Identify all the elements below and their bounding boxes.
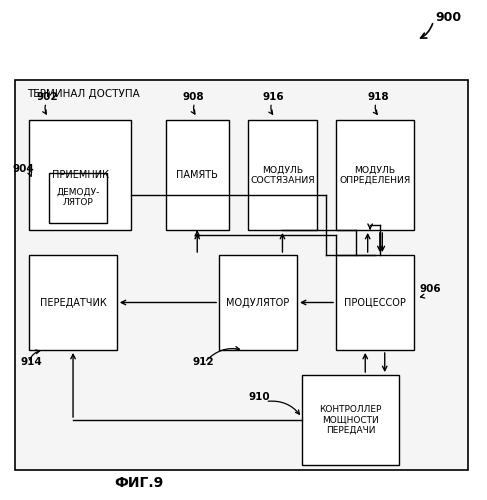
Text: 906: 906 xyxy=(420,284,441,294)
Bar xyxy=(15,80,468,470)
Text: 918: 918 xyxy=(368,92,389,102)
Text: КОНТРОЛЛЕР
МОЩНОСТИ
ПЕРЕДАЧИ: КОНТРОЛЛЕР МОЩНОСТИ ПЕРЕДАЧИ xyxy=(319,405,382,435)
Bar xyxy=(49,172,107,222)
Text: МОДУЛЬ
СОСТЯЗАНИЯ: МОДУЛЬ СОСТЯЗАНИЯ xyxy=(250,166,315,184)
Bar xyxy=(336,120,414,230)
Text: ТЕРМИНАЛ ДОСТУПА: ТЕРМИНАЛ ДОСТУПА xyxy=(27,89,140,99)
Text: ПРИЕМНИК: ПРИЕМНИК xyxy=(52,170,109,180)
Text: 912: 912 xyxy=(192,357,214,367)
Text: ФИГ.9: ФИГ.9 xyxy=(114,476,164,490)
Bar xyxy=(302,375,399,465)
Text: 916: 916 xyxy=(262,92,283,102)
Text: 904: 904 xyxy=(12,164,34,174)
Bar xyxy=(29,255,117,350)
Text: МОДУЛЯТОР: МОДУЛЯТОР xyxy=(226,298,290,308)
Bar xyxy=(219,255,297,350)
Text: ДЕМОДУ-
ЛЯТОР: ДЕМОДУ- ЛЯТОР xyxy=(56,188,100,207)
Bar xyxy=(166,120,229,230)
Text: ПРОЦЕССОР: ПРОЦЕССОР xyxy=(344,298,406,308)
Bar xyxy=(248,120,317,230)
Text: МОДУЛЬ
ОПРЕДЕЛЕНИЯ: МОДУЛЬ ОПРЕДЕЛЕНИЯ xyxy=(339,166,411,184)
Text: 908: 908 xyxy=(183,92,204,102)
Text: 910: 910 xyxy=(248,392,270,402)
Text: 902: 902 xyxy=(37,92,58,102)
Text: ПЕРЕДАТЧИК: ПЕРЕДАТЧИК xyxy=(39,298,107,308)
Text: 900: 900 xyxy=(436,11,462,24)
Bar xyxy=(336,255,414,350)
Text: 914: 914 xyxy=(20,357,42,367)
Text: ПАМЯТЬ: ПАМЯТЬ xyxy=(176,170,218,180)
Bar xyxy=(29,120,131,230)
